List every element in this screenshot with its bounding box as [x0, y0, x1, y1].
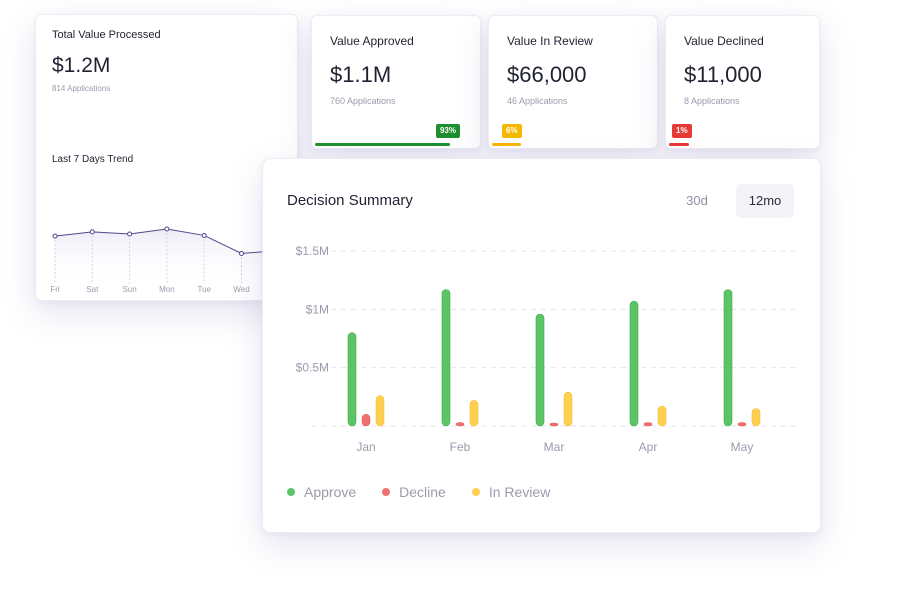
stat-value: $66,000: [507, 62, 587, 87]
decline-dot-icon: [382, 488, 391, 496]
stat-title: Value Approved: [330, 34, 414, 48]
bar-decline: [361, 414, 371, 427]
bar-decline: [643, 422, 653, 427]
trend-point: [239, 250, 244, 256]
stat-applications: 46 Applications: [507, 96, 568, 106]
bar-decline: [455, 422, 465, 427]
chart-legend: Approve Decline In Review: [287, 484, 550, 500]
legend-decline: Decline: [382, 484, 446, 500]
x-tick-label: Jan: [356, 440, 375, 454]
stat-value: $1.1M: [330, 62, 392, 87]
trend-point: [52, 233, 58, 239]
approved-percent-badge: 93%: [435, 124, 460, 138]
trend-day-label: Sun: [122, 285, 136, 294]
bar-in-review: [375, 395, 385, 427]
bar-in-review: [563, 391, 573, 427]
y-tick-label: $0.5M: [296, 361, 329, 375]
decision-summary-card: $1.5M $1M $0.5M Jan Feb Mar Apr May Decision Su…: [262, 158, 821, 533]
bar-decline: [737, 422, 747, 427]
x-tick-label: Apr: [639, 440, 658, 454]
legend-label: Decline: [399, 484, 446, 500]
approve-dot-icon: [287, 488, 295, 496]
legend-approve: Approve: [287, 484, 356, 500]
bar-approve: [629, 300, 639, 427]
trend-point: [164, 226, 170, 232]
decision-summary-title: Decision Summary: [287, 192, 413, 209]
approved-progress-bar: [315, 143, 450, 146]
trend-day-label: Wed: [233, 285, 249, 294]
stat-card-approved: Value Approved $1.1M 760 Applications 93…: [311, 15, 481, 149]
legend-label: In Review: [488, 484, 551, 500]
total-value-title: Total Value Processed: [52, 29, 161, 41]
x-tick-label: Feb: [450, 440, 471, 454]
y-tick-label: $1.5M: [296, 244, 329, 258]
stat-value: $11,000: [684, 62, 762, 87]
stat-title: Value Declined: [684, 34, 764, 48]
declined-percent-badge: 1%: [672, 124, 692, 138]
legend-label: Approve: [304, 484, 357, 500]
trend-point: [127, 231, 133, 237]
bar-approve: [441, 289, 451, 427]
bar-in-review: [469, 400, 479, 427]
trend-point: [89, 229, 95, 235]
trend-day-label: Tue: [197, 285, 211, 294]
in-review-percent-badge: 6%: [502, 124, 522, 138]
stat-card-declined: Value Declined $11,000 8 Applications 1%: [665, 15, 820, 149]
decision-chart: $1.5M $1M $0.5M Jan Feb Mar Apr May: [296, 244, 795, 454]
bar-in-review: [751, 408, 761, 427]
trend-day-label: Fri: [50, 285, 60, 294]
trend-point: [201, 232, 207, 238]
x-tick-label: Mar: [544, 440, 565, 454]
bar-in-review: [657, 405, 667, 427]
stat-applications: 760 Applications: [330, 96, 396, 106]
x-tick-label: May: [731, 440, 754, 454]
in-review-progress-bar: [492, 143, 521, 146]
stat-applications: 8 Applications: [684, 96, 740, 106]
bar-decline: [549, 422, 559, 427]
total-value-applications: 814 Applications: [52, 84, 111, 93]
stat-card-in-review: Value In Review $66,000 46 Applications …: [488, 15, 658, 149]
bar-approve: [347, 332, 357, 427]
tab-30d[interactable]: 30d: [686, 193, 708, 208]
trend-day-label: Sat: [86, 285, 99, 294]
bar-approve: [723, 289, 733, 427]
trend-chart: Fri Sat Sun Mon Tue Wed: [50, 226, 279, 294]
legend-in-review: In Review: [471, 484, 551, 500]
tab-12mo[interactable]: 12mo: [736, 184, 794, 218]
total-value-card: Total Value Processed $1.2M 814 Applicat…: [35, 14, 298, 301]
total-value-amount: $1.2M: [52, 54, 111, 77]
declined-progress-bar: [669, 143, 689, 146]
trend-title: Last 7 Days Trend: [52, 154, 134, 165]
trend-day-label: Mon: [159, 285, 175, 294]
in-review-dot-icon: [471, 488, 480, 496]
stat-title: Value In Review: [507, 34, 593, 48]
bar-approve: [535, 313, 545, 427]
y-tick-label: $1M: [306, 302, 329, 316]
